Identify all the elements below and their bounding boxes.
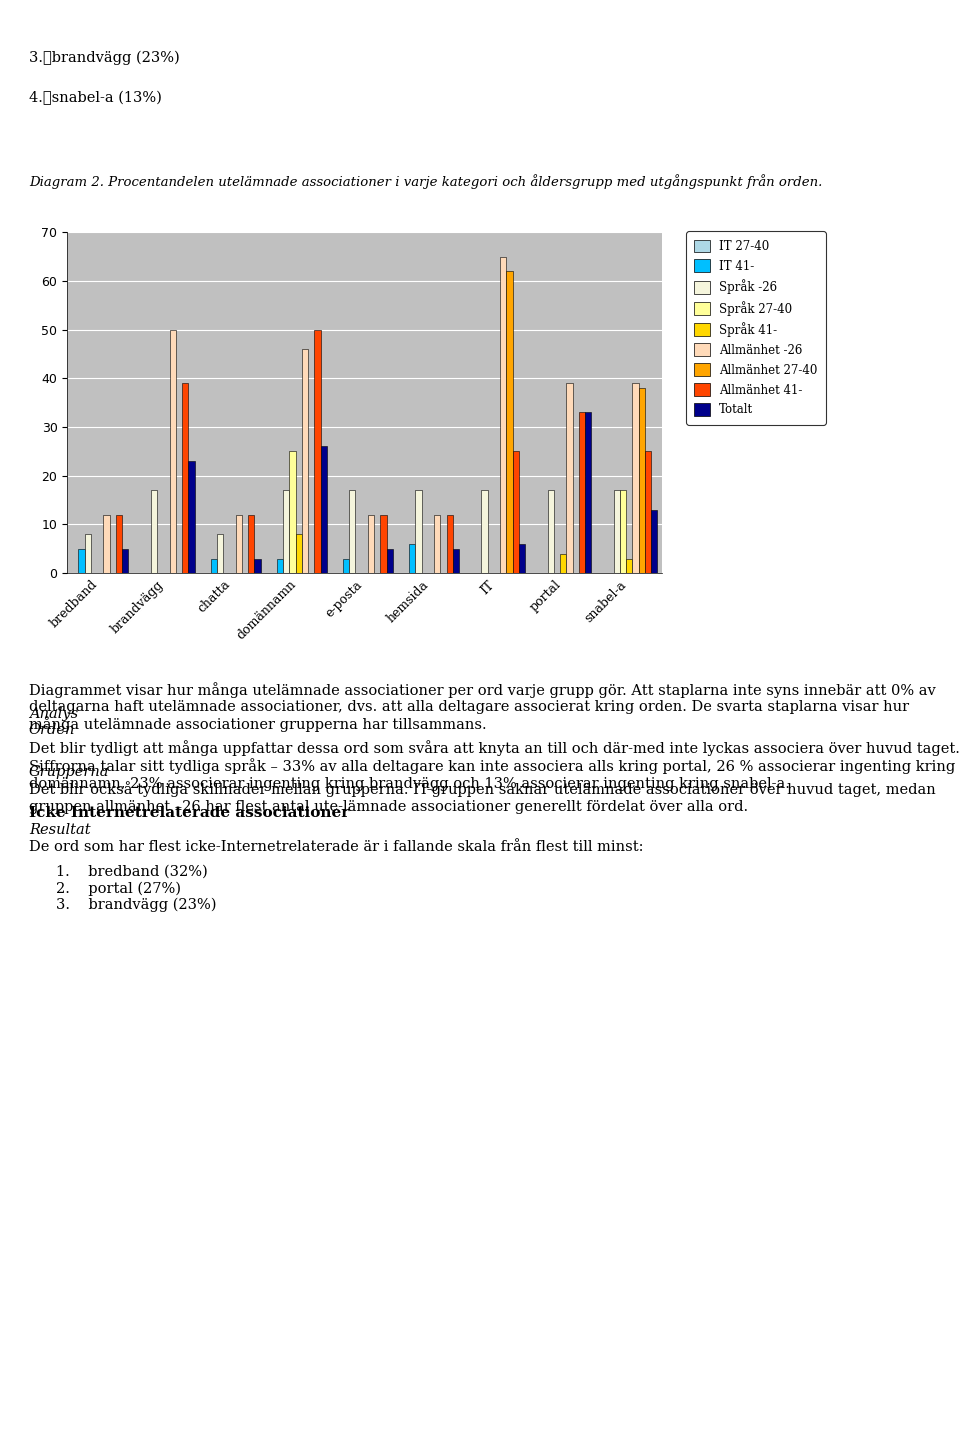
Bar — [416, 490, 421, 573]
Bar — [301, 350, 308, 573]
Bar — [507, 271, 513, 573]
Text: Diagrammet visar hur många utelämnade associationer per ord varje grupp gör. Att: Diagrammet visar hur många utelämnade as… — [29, 682, 936, 733]
Bar — [482, 490, 488, 573]
Text: 2.    portal (27%): 2. portal (27%) — [56, 881, 180, 895]
Bar — [446, 515, 453, 573]
Bar — [182, 383, 188, 573]
Bar — [620, 490, 626, 573]
Text: Det blir tydligt att många uppfattar dessa ord som svåra att knyta an till och d: Det blir tydligt att många uppfattar des… — [29, 740, 960, 791]
Bar — [566, 383, 572, 573]
Bar — [638, 387, 645, 573]
Bar — [343, 559, 349, 573]
Text: De ord som har flest icke-Internetrelaterade är i fallande skala från flest till: De ord som har flest icke-Internetrelate… — [29, 840, 643, 853]
Bar — [104, 515, 109, 573]
Bar — [210, 559, 217, 573]
Bar — [500, 257, 507, 573]
Bar — [296, 534, 301, 573]
Text: 3.    brandvägg (23%): 3. brandvägg (23%) — [56, 898, 216, 913]
Text: Resultat: Resultat — [29, 823, 90, 837]
Bar — [387, 548, 393, 573]
Bar — [585, 412, 591, 573]
Text: 1.    bredband (32%): 1. bredband (32%) — [56, 865, 207, 878]
Bar — [645, 451, 651, 573]
Text: Analys: Analys — [29, 707, 78, 721]
Bar — [188, 461, 195, 573]
Bar — [626, 559, 633, 573]
Bar — [434, 515, 441, 573]
Bar — [151, 490, 157, 573]
Bar — [349, 490, 355, 573]
Legend: IT 27-40, IT 41-, Språk -26, Språk 27-40, Språk 41-, Allmänhet -26, Allmänhet 27: IT 27-40, IT 41-, Språk -26, Språk 27-40… — [686, 231, 826, 425]
Bar — [84, 534, 91, 573]
Bar — [116, 515, 122, 573]
Bar — [235, 515, 242, 573]
Bar — [513, 451, 519, 573]
Bar — [579, 412, 585, 573]
Bar — [368, 515, 374, 573]
Bar — [409, 544, 416, 573]
Bar — [122, 548, 129, 573]
Bar — [79, 548, 84, 573]
Text: Grupperna: Grupperna — [29, 765, 109, 779]
Bar — [633, 383, 638, 573]
Text: Det blir också tydliga skillnader mellan grupperna. IT-gruppen saknar utelämnade: Det blir också tydliga skillnader mellan… — [29, 782, 936, 814]
Bar — [254, 559, 260, 573]
Bar — [613, 490, 620, 573]
Bar — [560, 554, 566, 573]
Text: Icke Internetrelaterade associationer: Icke Internetrelaterade associationer — [29, 807, 349, 820]
Bar — [651, 509, 658, 573]
Text: Diagram 2. Procentandelen utelämnade associationer i varje kategori och åldersgr: Diagram 2. Procentandelen utelämnade ass… — [29, 174, 822, 189]
Text: 4.	snabel-a (13%): 4. snabel-a (13%) — [29, 90, 161, 104]
Bar — [314, 329, 321, 573]
Bar — [217, 534, 223, 573]
Bar — [170, 329, 176, 573]
Bar — [276, 559, 283, 573]
Bar — [453, 548, 459, 573]
Bar — [289, 451, 296, 573]
Text: 3.	brandvägg (23%): 3. brandvägg (23%) — [29, 51, 180, 65]
Bar — [380, 515, 387, 573]
Bar — [248, 515, 254, 573]
Bar — [547, 490, 554, 573]
Text: Orden: Orden — [29, 724, 75, 737]
Bar — [283, 490, 289, 573]
Bar — [321, 447, 326, 573]
Bar — [519, 544, 525, 573]
